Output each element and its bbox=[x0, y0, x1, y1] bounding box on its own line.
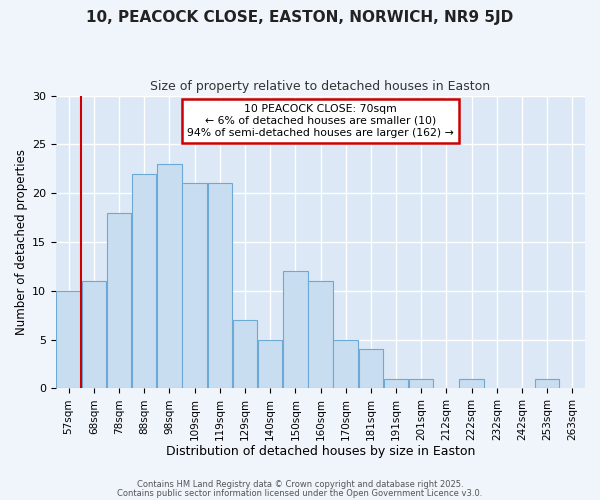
Y-axis label: Number of detached properties: Number of detached properties bbox=[15, 149, 28, 335]
Text: 10, PEACOCK CLOSE, EASTON, NORWICH, NR9 5JD: 10, PEACOCK CLOSE, EASTON, NORWICH, NR9 … bbox=[86, 10, 514, 25]
Bar bbox=[258, 340, 283, 388]
Text: 10 PEACOCK CLOSE: 70sqm
← 6% of detached houses are smaller (10)
94% of semi-det: 10 PEACOCK CLOSE: 70sqm ← 6% of detached… bbox=[187, 104, 454, 138]
Bar bbox=[56, 291, 81, 388]
Bar bbox=[359, 350, 383, 389]
Bar bbox=[460, 378, 484, 388]
Bar bbox=[132, 174, 157, 388]
Bar bbox=[283, 272, 308, 388]
Bar bbox=[535, 378, 559, 388]
Bar bbox=[409, 378, 433, 388]
X-axis label: Distribution of detached houses by size in Easton: Distribution of detached houses by size … bbox=[166, 444, 475, 458]
Bar bbox=[384, 378, 408, 388]
Bar bbox=[334, 340, 358, 388]
Bar bbox=[182, 184, 207, 388]
Bar bbox=[233, 320, 257, 388]
Bar bbox=[208, 184, 232, 388]
Title: Size of property relative to detached houses in Easton: Size of property relative to detached ho… bbox=[151, 80, 491, 93]
Bar bbox=[157, 164, 182, 388]
Text: Contains public sector information licensed under the Open Government Licence v3: Contains public sector information licen… bbox=[118, 488, 482, 498]
Bar bbox=[82, 281, 106, 388]
Bar bbox=[308, 281, 333, 388]
Bar bbox=[107, 212, 131, 388]
Text: Contains HM Land Registry data © Crown copyright and database right 2025.: Contains HM Land Registry data © Crown c… bbox=[137, 480, 463, 489]
